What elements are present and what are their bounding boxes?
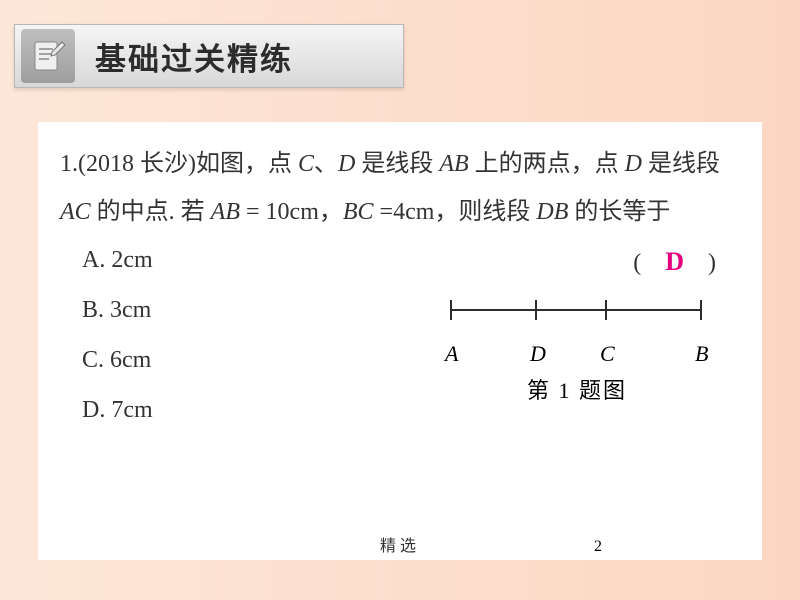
segment-diagram	[447, 292, 707, 336]
question-body: 1.(2018 长沙)如图，点 C、D 是线段 AB 上的两点，点 D 是线段 …	[38, 122, 762, 236]
question-number: 1.	[60, 151, 78, 177]
figure: A D C B 第 1 题图	[432, 292, 722, 405]
answer-letter: D	[665, 247, 684, 276]
page-number: 2	[594, 538, 602, 556]
var-d: D	[338, 151, 355, 177]
var-d2: D	[625, 151, 642, 177]
var-bc: BC	[343, 199, 374, 225]
var-ab: AB	[439, 151, 468, 177]
segment-labels: ADCB	[447, 341, 707, 365]
point-label-b: B	[695, 341, 708, 367]
content-area: 1.(2018 长沙)如图，点 C、D 是线段 AB 上的两点，点 D 是线段 …	[38, 122, 762, 560]
section-header: 基础过关精练	[14, 24, 404, 88]
var-ab2: AB	[211, 199, 240, 225]
point-label-d: D	[530, 341, 546, 367]
question-source: (2018 长沙)	[78, 151, 196, 177]
notepad-icon	[21, 29, 75, 83]
footer-note: 精选	[38, 532, 762, 556]
section-title: 基础过关精练	[95, 34, 293, 79]
var-ac: AC	[60, 199, 91, 225]
figure-caption: 第 1 题图	[432, 373, 722, 405]
var-db: DB	[536, 199, 568, 225]
point-label-c: C	[600, 341, 615, 367]
var-c: C	[298, 151, 314, 177]
point-label-a: A	[445, 341, 458, 367]
